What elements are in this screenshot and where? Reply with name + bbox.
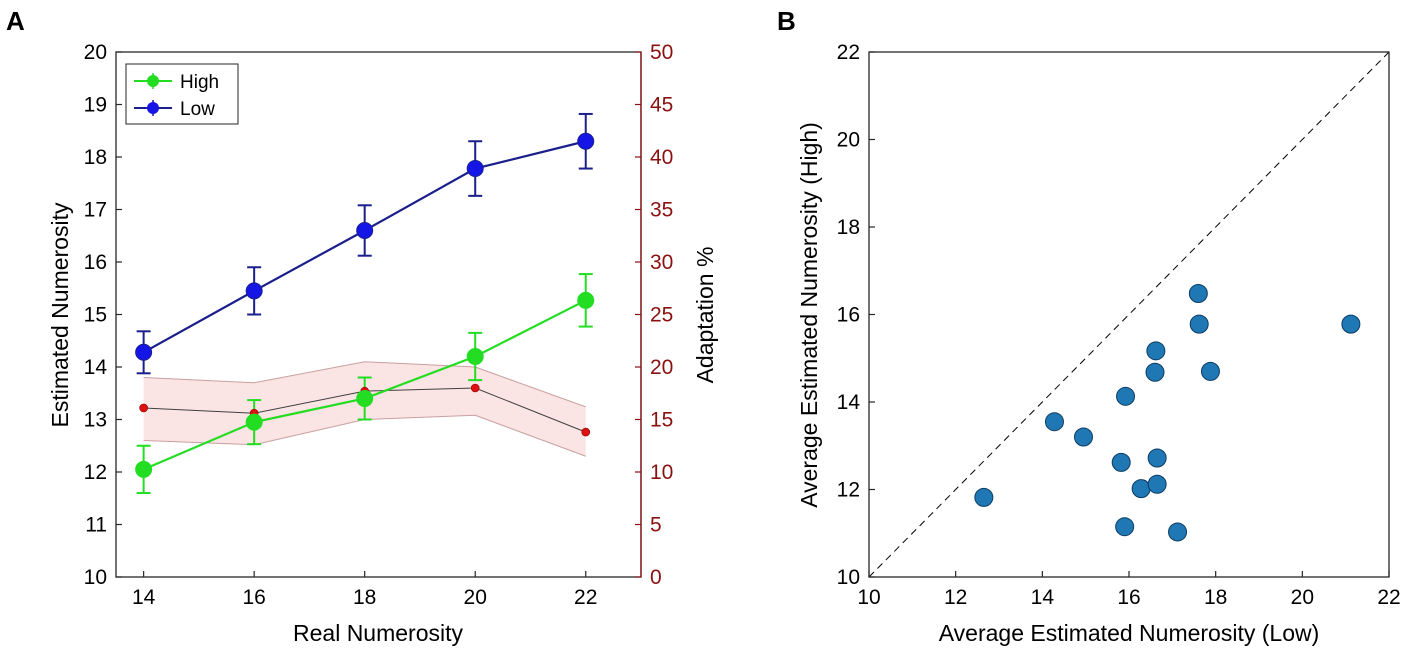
series-low-marker: [356, 222, 374, 239]
scatter-point: [1115, 517, 1135, 537]
y2-tick-label-a: 15: [650, 409, 673, 432]
y-tick-label-a: 16: [84, 251, 107, 274]
series-high-marker: [135, 460, 153, 478]
scatter-point: [1168, 522, 1188, 542]
axes-b: 10 12 14 16 18 20 22 10 12 14 16 18 20 22: [837, 41, 1401, 609]
y-axis-label-b: Average Estimated Numerosity (High): [796, 122, 822, 508]
scatter-point: [974, 487, 994, 507]
y-tick-label-a: 20: [84, 41, 107, 64]
y-tick-label-a: 17: [84, 199, 107, 222]
x-tick-label-b: 18: [1204, 586, 1227, 609]
y-tick-label-a: 15: [84, 304, 107, 327]
x-tick-label-b: 16: [1117, 586, 1140, 609]
x-tick-label-a: 22: [574, 586, 597, 609]
y2-tick-label-a: 35: [650, 199, 673, 222]
x-axis-label-b: Average Estimated Numerosity (Low): [939, 620, 1320, 646]
y-tick-label-a: 14: [84, 356, 108, 379]
scatter-points-layer: [974, 284, 1361, 542]
reference-line-layer: [868, 51, 1390, 578]
x-axis-label-a: Real Numerosity: [293, 620, 463, 646]
legend-high-marker: [147, 75, 159, 87]
adaptation-marker: [139, 403, 148, 413]
series-low-marker: [245, 282, 263, 300]
panel-b: B 10 12 14 16 18 20 22 10 12 14 16 18 20 22 Average E…: [777, 6, 1401, 646]
y2-tick-label-a: 10: [650, 461, 673, 484]
legend-low-label: Low: [180, 99, 215, 120]
y2-tick-label-a: 45: [650, 94, 673, 117]
y2-tick-label-a: 20: [650, 356, 673, 379]
series-high-marker: [245, 413, 263, 431]
y2-tick-label-a: 30: [650, 251, 673, 274]
scatter-point: [1147, 448, 1167, 468]
x-tick-label-b: 10: [857, 586, 880, 609]
adaptation-band-upper-edge: [143, 361, 586, 408]
legend-box: [125, 63, 239, 125]
adaptation-marker: [470, 383, 480, 393]
scatter-point: [1044, 412, 1064, 432]
series-lines-layer: [135, 112, 595, 494]
adaptation-marker: [581, 427, 591, 437]
scatter-point: [1074, 427, 1093, 447]
x-tick-label-a: 16: [242, 586, 265, 609]
y-tick-label-b: 12: [837, 479, 860, 502]
y-tick-label-b: 16: [837, 304, 860, 327]
legend-low-marker: [147, 102, 159, 114]
panel-label-b: B: [777, 6, 796, 36]
y-axis-label-a: Estimated Numerosity: [47, 202, 73, 427]
plot-area-a: [115, 51, 642, 578]
y2-axis-label-a: Adaptation %: [692, 247, 718, 384]
y-tick-label-a: 19: [84, 94, 107, 117]
y-tick-label-a: 11: [85, 514, 107, 537]
y-tick-label-a: 10: [84, 566, 107, 589]
x-tick-label-b: 12: [944, 586, 967, 609]
y2-tick-label-a: 25: [650, 304, 673, 327]
y-tick-label-b: 18: [837, 216, 860, 239]
legend-entry-high: High: [134, 72, 219, 93]
y-tick-label-b: 22: [837, 41, 860, 64]
legend-high-label: High: [180, 72, 219, 93]
series-low-marker: [135, 343, 153, 361]
scatter-point: [1189, 314, 1209, 334]
series-high-marker: [577, 291, 595, 309]
x-tick-label-b: 20: [1291, 586, 1314, 609]
scatter-point: [1341, 314, 1361, 334]
y2-tick-label-a: 50: [650, 41, 673, 64]
y2-tick-label-a: 0: [650, 566, 662, 589]
series-low-marker: [466, 160, 484, 178]
y-tick-label-a: 18: [84, 146, 107, 169]
scatter-point: [1146, 341, 1166, 361]
scatter-point: [1188, 284, 1208, 303]
x-tick-label-b: 14: [1031, 586, 1055, 609]
series-low-marker: [577, 132, 595, 150]
series-high-marker: [356, 390, 374, 407]
scatter-point: [1116, 386, 1136, 406]
scatter-point: [1111, 452, 1131, 472]
x-tick-label-b: 22: [1377, 586, 1400, 609]
series-high-marker: [466, 348, 484, 365]
panel-label-a: A: [6, 6, 25, 36]
y-tick-label-a: 12: [84, 461, 107, 484]
y-tick-label-b: 20: [837, 129, 860, 152]
legend: High Low: [125, 63, 239, 125]
axes-a: 14 16 18 20 22 10 11 12 13 14 15 16 17 18 19 20 0 5 10 15 20…: [84, 41, 674, 609]
scatter-point: [1200, 361, 1220, 381]
x-tick-label-a: 20: [464, 586, 487, 609]
scatter-point: [1131, 479, 1151, 499]
legend-entry-low: Low: [134, 99, 215, 120]
x-tick-label-a: 18: [353, 586, 376, 609]
y2-tick-label-a: 5: [650, 514, 662, 537]
scatter-point: [1145, 362, 1165, 382]
scatter-point: [1147, 474, 1167, 494]
panel-a: A 14 16 18 20 22 10 11 12 13 14 15 16 17 18 19 20 0 5 10 15…: [6, 6, 718, 646]
y-tick-label-b: 14: [837, 391, 861, 414]
y2-tick-label-a: 40: [650, 146, 673, 169]
y-tick-label-a: 13: [84, 409, 107, 432]
y-tick-label-b: 10: [837, 566, 860, 589]
x-tick-label-a: 14: [132, 586, 156, 609]
identity-reference-line: [868, 51, 1390, 578]
